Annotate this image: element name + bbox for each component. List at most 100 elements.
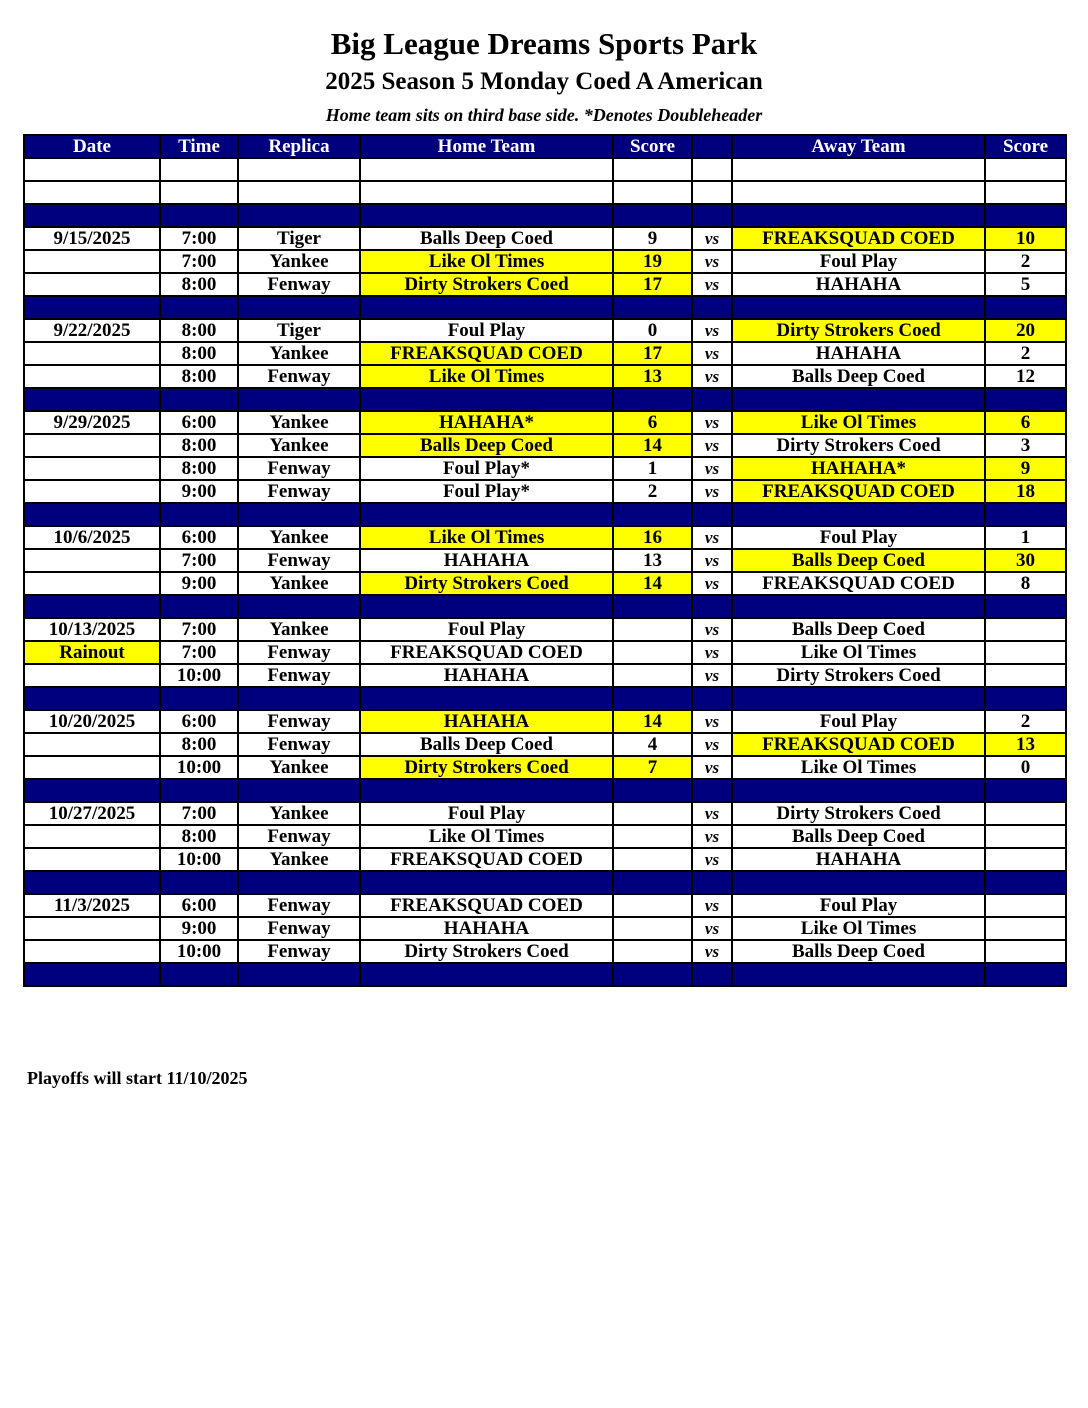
away-team-cell: Dirty Strokers Coed bbox=[731, 663, 986, 688]
home-team-cell: Foul Play bbox=[359, 318, 614, 343]
empty-cell bbox=[691, 870, 733, 895]
page-title: Big League Dreams Sports Park bbox=[330, 26, 758, 61]
date-cell: Rainout bbox=[23, 640, 161, 665]
date-cell bbox=[23, 548, 161, 573]
date-cell bbox=[23, 456, 161, 481]
column-header-vs bbox=[691, 134, 733, 159]
away-score-cell: 10 bbox=[984, 226, 1067, 251]
home-team-cell: HAHAHA* bbox=[359, 410, 614, 435]
empty-cell bbox=[159, 962, 239, 987]
empty-cell bbox=[691, 686, 733, 711]
empty-cell bbox=[984, 295, 1067, 320]
empty-cell bbox=[359, 387, 614, 412]
away-score-cell: 1 bbox=[984, 525, 1067, 550]
column-header-away-score: Score bbox=[984, 134, 1067, 159]
empty-cell bbox=[359, 594, 614, 619]
away-score-cell bbox=[984, 916, 1067, 941]
empty-cell bbox=[159, 387, 239, 412]
game-row: 9:00 Yankee Dirty Strokers Coed 14 vs FREAKSQ… bbox=[23, 571, 1067, 596]
playoffs-note: Playoffs will start 11/10/2025 bbox=[27, 1068, 248, 1088]
home-team-cell: Like Ol Times bbox=[359, 249, 614, 274]
vs-label: vs bbox=[691, 755, 733, 780]
vs-label: vs bbox=[691, 548, 733, 573]
time-cell: 8:00 bbox=[159, 433, 239, 458]
page-subtitle: 2025 Season 5 Monday Coed A American bbox=[325, 68, 763, 95]
column-header-replica: Replica bbox=[237, 134, 361, 159]
game-row: Rainout 7:00 Fenway FREAKSQUAD COED vs Like O… bbox=[23, 640, 1067, 665]
empty-cell bbox=[612, 870, 693, 895]
time-cell: 8:00 bbox=[159, 318, 239, 343]
away-team-cell: Like Ol Times bbox=[731, 755, 986, 780]
field-cell: Fenway bbox=[237, 709, 361, 734]
home-score-cell: 1 bbox=[612, 456, 693, 481]
field-cell: Fenway bbox=[237, 824, 361, 849]
date-cell bbox=[23, 847, 161, 872]
away-score-cell: 5 bbox=[984, 272, 1067, 297]
away-score-cell: 30 bbox=[984, 548, 1067, 573]
field-cell: Fenway bbox=[237, 663, 361, 688]
field-cell: Yankee bbox=[237, 341, 361, 366]
home-team-cell: Dirty Strokers Coed bbox=[359, 571, 614, 596]
date-cell bbox=[23, 755, 161, 780]
away-score-cell: 12 bbox=[984, 364, 1067, 389]
game-row: 10:00 Yankee Dirty Strokers Coed 7 vs Like Ol… bbox=[23, 755, 1067, 780]
week-separator bbox=[23, 594, 1067, 619]
empty-cell bbox=[691, 387, 733, 412]
away-team-cell: Foul Play bbox=[731, 893, 986, 918]
vs-label: vs bbox=[691, 893, 733, 918]
empty-cell bbox=[731, 594, 986, 619]
home-score-cell bbox=[612, 824, 693, 849]
home-team-cell: Foul Play* bbox=[359, 479, 614, 504]
vs-label: vs bbox=[691, 479, 733, 504]
date-cell: 10/20/2025 bbox=[23, 709, 161, 734]
time-cell: 7:00 bbox=[159, 249, 239, 274]
vs-label: vs bbox=[691, 732, 733, 757]
empty-cell bbox=[159, 778, 239, 803]
empty-cell bbox=[23, 870, 161, 895]
empty-cell bbox=[359, 295, 614, 320]
vs-label: vs bbox=[691, 847, 733, 872]
away-team-cell: Balls Deep Coed bbox=[731, 617, 986, 642]
vs-label: vs bbox=[691, 525, 733, 550]
empty-cell bbox=[237, 157, 361, 182]
empty-cell bbox=[691, 157, 733, 182]
away-score-cell: 20 bbox=[984, 318, 1067, 343]
empty-cell bbox=[984, 180, 1067, 205]
away-score-cell bbox=[984, 939, 1067, 964]
field-cell: Fenway bbox=[237, 640, 361, 665]
week-separator bbox=[23, 870, 1067, 895]
away-team-cell: Foul Play bbox=[731, 525, 986, 550]
empty-cell bbox=[984, 594, 1067, 619]
time-cell: 6:00 bbox=[159, 410, 239, 435]
empty-cell bbox=[984, 778, 1067, 803]
home-team-cell: FREAKSQUAD COED bbox=[359, 893, 614, 918]
vs-label: vs bbox=[691, 433, 733, 458]
date-cell: 9/22/2025 bbox=[23, 318, 161, 343]
empty-cell bbox=[691, 502, 733, 527]
empty-cell bbox=[23, 203, 161, 228]
empty-cell bbox=[984, 870, 1067, 895]
vs-label: vs bbox=[691, 410, 733, 435]
date-cell: 9/15/2025 bbox=[23, 226, 161, 251]
vs-label: vs bbox=[691, 801, 733, 826]
away-team-cell: FREAKSQUAD COED bbox=[731, 226, 986, 251]
home-team-cell: Balls Deep Coed bbox=[359, 732, 614, 757]
empty-cell bbox=[359, 157, 614, 182]
field-cell: Fenway bbox=[237, 916, 361, 941]
game-row: 10:00 Fenway HAHAHA vs Dirty Strokers Coed bbox=[23, 663, 1067, 688]
empty-cell bbox=[23, 157, 161, 182]
game-row: 8:00 Fenway Foul Play* 1 vs HAHAHA* 9 bbox=[23, 456, 1067, 481]
empty-cell bbox=[159, 594, 239, 619]
field-cell: Yankee bbox=[237, 571, 361, 596]
home-team-cell: Dirty Strokers Coed bbox=[359, 939, 614, 964]
vs-label: vs bbox=[691, 824, 733, 849]
empty-cell bbox=[159, 203, 239, 228]
away-team-cell: HAHAHA bbox=[731, 272, 986, 297]
home-score-cell bbox=[612, 916, 693, 941]
empty-cell bbox=[237, 203, 361, 228]
date-cell bbox=[23, 341, 161, 366]
empty-cell bbox=[984, 387, 1067, 412]
home-score-cell: 14 bbox=[612, 433, 693, 458]
home-team-cell: Foul Play bbox=[359, 617, 614, 642]
empty-cell bbox=[984, 157, 1067, 182]
